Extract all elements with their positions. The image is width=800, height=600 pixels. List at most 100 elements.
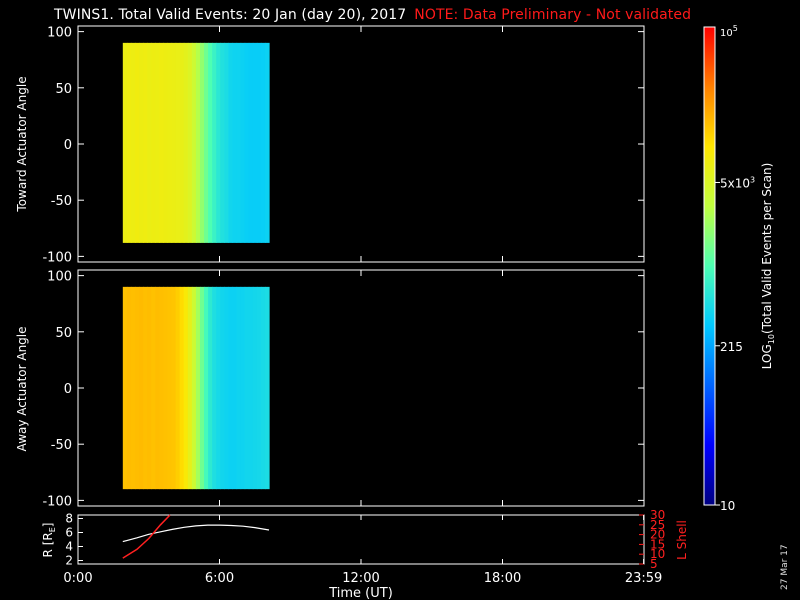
- heatmap-column: [216, 42, 221, 243]
- heatmap-column: [175, 42, 181, 243]
- y-tick-label: 100: [47, 270, 72, 285]
- heatmap-column: [126, 286, 132, 490]
- heatmap-column: [151, 286, 156, 490]
- colorbar-tick-label: 5x103: [720, 175, 755, 190]
- heatmap-column: [167, 42, 173, 243]
- time-tick-label: 18:00: [484, 571, 521, 586]
- heatmap-column: [159, 42, 165, 243]
- heatmap-column: [252, 286, 258, 490]
- preliminary-note: NOTE: Data Preliminary - Not validated: [414, 7, 692, 23]
- lshell-tick-label: 30: [650, 508, 665, 522]
- top-panel: 100 50 0 -50 -100 Toward Actuator Angle: [15, 25, 645, 265]
- heatmap-column: [252, 42, 258, 243]
- top-y-axis: 100 50 0 -50 -100: [42, 26, 644, 265]
- heatmap-column: [212, 42, 217, 243]
- heatmap-column: [134, 42, 140, 243]
- heatmap-column: [208, 42, 213, 243]
- heatmap-column: [224, 42, 230, 243]
- heatmap-column: [171, 286, 177, 490]
- y-tick-label: -50: [51, 438, 72, 453]
- colorbar-ticks: 10 215 5x103 105: [715, 24, 755, 513]
- heatmap-column: [183, 286, 189, 490]
- heatmap-column: [220, 42, 225, 243]
- bottom-y-label: Away Actuator Angle: [15, 326, 29, 451]
- heatmap-column: [236, 42, 242, 243]
- heatmap-column: [256, 42, 262, 243]
- orbit-y-tick-label: 4: [65, 540, 73, 554]
- orbit-y-label: R [RE]: [41, 523, 57, 558]
- heatmap-column: [179, 42, 185, 243]
- heatmap-column: [122, 42, 128, 243]
- orbit-y-label-close: ]: [41, 523, 55, 528]
- time-axis-label: Time (UT): [328, 586, 393, 600]
- top-y-label: Toward Actuator Angle: [15, 76, 29, 212]
- heatmap-column: [175, 286, 181, 490]
- y-tick-label: 50: [55, 326, 72, 341]
- date-stamp: 27 Mar 17: [780, 544, 790, 590]
- plot-title: TWINS1. Total Valid Events: 20 Jan (day …: [54, 7, 691, 23]
- heatmap-column: [191, 42, 197, 243]
- lshell-tick-label: 10: [650, 547, 665, 561]
- colorbar-tick-label: 105: [720, 24, 738, 39]
- time-tick-label: 0:00: [63, 571, 92, 586]
- lshell-tick-label: 5: [650, 557, 658, 571]
- heatmap-column: [248, 286, 254, 490]
- heatmap-column: [167, 286, 173, 490]
- heatmap-column: [256, 286, 262, 490]
- heatmap-column: [208, 286, 213, 490]
- lshell-label: L Shell: [675, 520, 689, 560]
- y-tick-label: 0: [64, 382, 72, 397]
- y-tick-label: -50: [51, 194, 72, 209]
- heatmap-column: [139, 286, 144, 490]
- y-tick-label: 100: [47, 26, 72, 41]
- heatmap-column: [199, 42, 205, 243]
- heatmap-column: [228, 286, 234, 490]
- heatmap-column: [244, 286, 250, 490]
- heatmap-column: [199, 286, 205, 490]
- heatmap-column: [195, 42, 201, 243]
- heatmap-column: [163, 286, 169, 490]
- heatmap-column: [212, 286, 217, 490]
- heatmap-column: [139, 42, 144, 243]
- orbit-y-tick-label: 8: [65, 512, 73, 526]
- lshell-line: [122, 514, 171, 559]
- orbit-y-label-sub: E: [48, 527, 57, 532]
- y-tick-label: -100: [42, 494, 72, 509]
- top-x-axis: [77, 26, 645, 262]
- heatmap-column: [130, 42, 136, 243]
- heatmap-column: [155, 286, 160, 490]
- lshell-tick-label: 25: [650, 518, 665, 532]
- heatmap-column: [195, 286, 201, 490]
- heatmap-column: [187, 286, 193, 490]
- heatmap-column: [244, 42, 250, 243]
- heatmap-column: [232, 42, 238, 243]
- heatmap-column: [147, 286, 152, 490]
- colorbar-label-rest: (Total Valid Events per Scan): [760, 163, 774, 334]
- lshell-tick-label: 15: [650, 537, 665, 551]
- heatmap-column: [224, 286, 230, 490]
- y-tick-label: 0: [64, 138, 72, 153]
- heatmap-column: [163, 42, 169, 243]
- orbit-y-tick-label: 6: [65, 526, 73, 540]
- heatmap-column: [204, 286, 209, 490]
- orbit-y-tick-label: 2: [65, 554, 73, 568]
- heatmap-column: [220, 286, 225, 490]
- colorbar-tick-label: 10: [720, 499, 735, 513]
- colorbar-label-log: LOG: [760, 344, 774, 369]
- heatmap-column: [240, 286, 246, 490]
- heatmap-column: [126, 42, 132, 243]
- colorbar-tick-exponent: 3: [750, 175, 755, 184]
- time-tick-label: 6:00: [205, 571, 234, 586]
- bottom-panel: 100 50 0 -50 -100 Away Actuator Angle: [15, 269, 645, 509]
- y-tick-label: -100: [42, 250, 72, 265]
- heatmap-column: [264, 286, 270, 490]
- orbit-lines: [122, 514, 270, 559]
- heatmap-column: [159, 286, 165, 490]
- r-distance-line: [122, 524, 270, 543]
- heatmap-column: [122, 286, 128, 490]
- heatmap-column: [216, 286, 221, 490]
- heatmap-column: [191, 286, 197, 490]
